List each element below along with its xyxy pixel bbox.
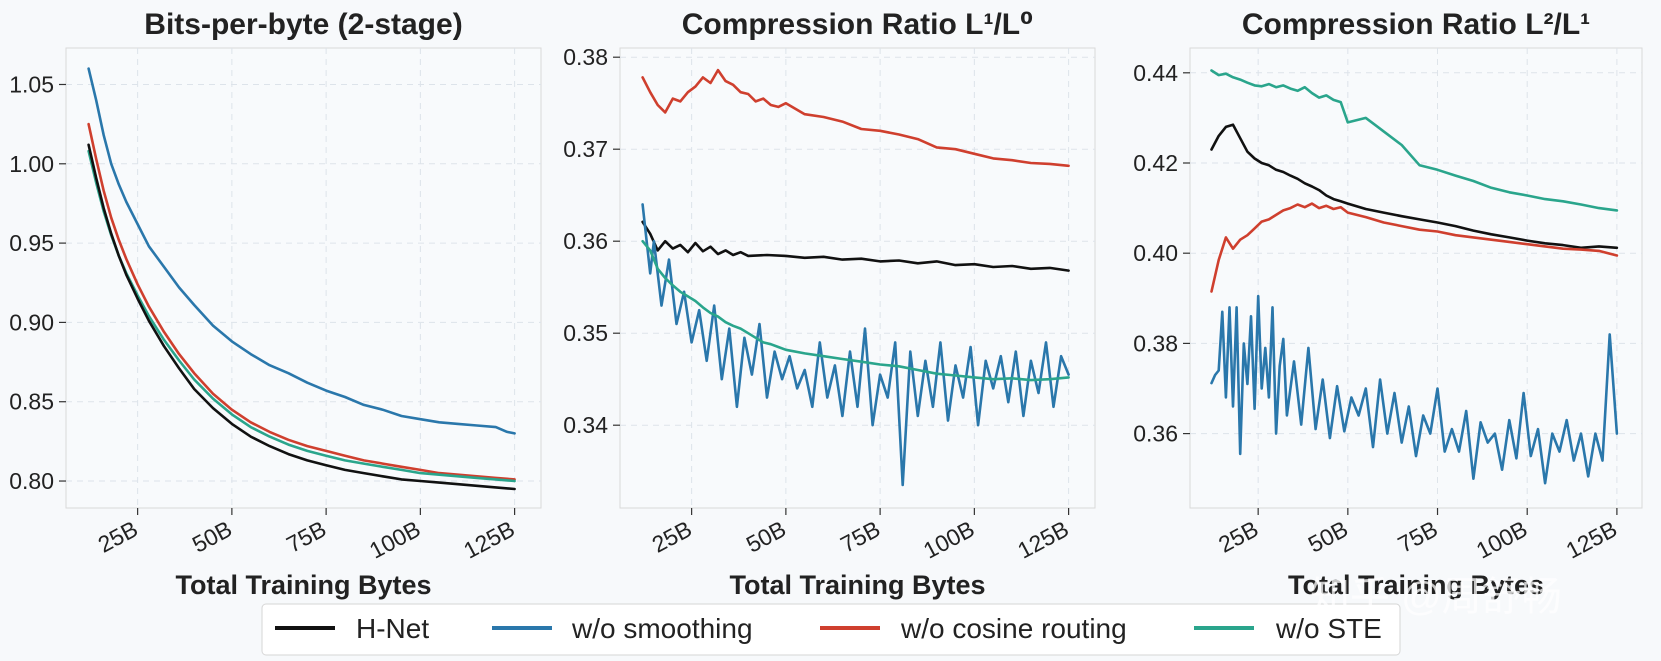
y-tick-label: 0.34	[563, 412, 608, 438]
series-line-hnet	[641, 220, 1070, 272]
y-tick-label: 0.35	[563, 320, 608, 346]
chart-panel-1: 0.80 0.85 0.90 0.95 1.00 1.05 25B 50B 75B 100B 125…	[9, 8, 542, 600]
y-tick-label: 0.85	[9, 389, 54, 415]
x-tick-label: 100B	[919, 515, 979, 563]
series-line-smoothing	[641, 203, 1070, 487]
plot-area	[619, 47, 1096, 509]
x-tick-label: 75B	[282, 515, 330, 557]
x-tick-label: 125B	[1013, 515, 1073, 563]
y-tick-label: 0.36	[563, 228, 608, 254]
x-tick-label: 100B	[1472, 515, 1532, 563]
series-line-smoothing	[1210, 294, 1619, 485]
chart-title: Compression Ratio L²/L¹	[1242, 8, 1590, 41]
chart-panel-2: 0.34 0.35 0.36 0.37 0.38 25B 50B 75B 100B 125B Com…	[563, 8, 1096, 600]
x-tick-label: 25B	[1214, 515, 1262, 557]
x-tick-label: 50B	[1304, 515, 1352, 557]
legend-label-cosine: w/o cosine routing	[900, 613, 1127, 644]
y-tick-label: 0.44	[1133, 60, 1178, 86]
series-line-cosine	[1210, 202, 1619, 293]
x-tick-label: 75B	[1394, 515, 1442, 557]
y-tick-label: 0.80	[9, 468, 54, 494]
x-tick-label: 25B	[648, 515, 696, 557]
x-axis-label: Total Training Bytes	[729, 570, 985, 600]
legend-label-smoothing: w/o smoothing	[571, 613, 753, 644]
y-tick-label: 1.05	[9, 71, 54, 97]
series-line-hnet	[1210, 123, 1619, 250]
y-tick-label: 0.38	[1133, 330, 1178, 356]
x-tick-label: 125B	[459, 515, 519, 563]
series-line-cosine	[87, 122, 516, 481]
series-line-ste	[1210, 69, 1619, 212]
plot-area	[65, 47, 542, 509]
x-tick-label: 50B	[742, 515, 790, 557]
series-line-cosine	[641, 68, 1070, 168]
series-line-hnet	[87, 143, 516, 491]
legend-label-ste: w/o STE	[1275, 613, 1382, 644]
x-tick-label: 50B	[188, 515, 236, 557]
series-line-smoothing	[87, 67, 516, 435]
plot-area	[1189, 47, 1643, 509]
x-axis-label: Total Training Bytes	[1288, 570, 1544, 600]
legend-label-hnet: H-Net	[356, 613, 429, 644]
x-tick-label: 75B	[836, 515, 884, 557]
y-tick-label: 0.36	[1133, 421, 1178, 447]
y-tick-label: 0.38	[563, 44, 608, 70]
y-tick-label: 0.37	[563, 136, 608, 162]
chart-title: Compression Ratio L¹/L⁰	[682, 8, 1034, 41]
y-tick-label: 0.90	[9, 309, 54, 335]
series-line-ste	[641, 239, 1070, 382]
charts-layer: 0.80 0.85 0.90 0.95 1.00 1.05 25B 50B 75B 100B 125…	[9, 8, 1643, 600]
y-tick-label: 1.00	[9, 151, 54, 177]
x-axis-label: Total Training Bytes	[175, 570, 431, 600]
chart-panel-3: 0.36 0.38 0.40 0.42 0.44 25B 50B 75B 100B 125B Com…	[1133, 8, 1643, 600]
y-tick-label: 0.40	[1133, 240, 1178, 266]
legend: H-Net w/o smoothing w/o cosine routing w…	[261, 603, 1401, 656]
x-tick-label: 125B	[1562, 515, 1622, 563]
x-tick-label: 100B	[365, 515, 425, 563]
chart-title: Bits-per-byte (2-stage)	[144, 8, 462, 41]
y-tick-label: 0.42	[1133, 150, 1178, 176]
x-tick-label: 25B	[94, 515, 142, 557]
watermark: 知乎 @周舒畅	[1310, 575, 1562, 619]
y-tick-label: 0.95	[9, 230, 54, 256]
